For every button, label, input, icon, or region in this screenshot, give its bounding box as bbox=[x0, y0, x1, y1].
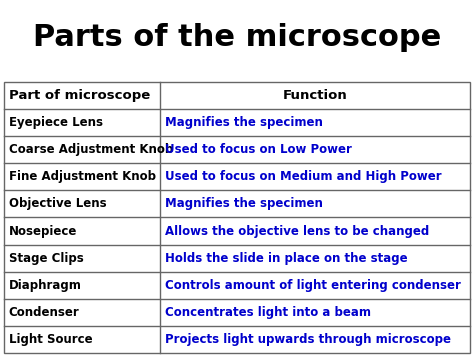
Text: Light Source: Light Source bbox=[9, 333, 92, 346]
Text: Used to focus on Medium and High Power: Used to focus on Medium and High Power bbox=[165, 170, 441, 183]
Text: Condenser: Condenser bbox=[9, 306, 79, 319]
Text: Parts of the microscope: Parts of the microscope bbox=[33, 23, 441, 52]
Text: Holds the slide in place on the stage: Holds the slide in place on the stage bbox=[165, 252, 408, 265]
Text: Allows the objective lens to be changed: Allows the objective lens to be changed bbox=[165, 224, 429, 237]
Text: Diaphragm: Diaphragm bbox=[9, 279, 82, 292]
Text: Objective Lens: Objective Lens bbox=[9, 197, 106, 211]
Text: Magnifies the specimen: Magnifies the specimen bbox=[165, 116, 323, 129]
Text: Controls amount of light entering condenser: Controls amount of light entering conden… bbox=[165, 279, 461, 292]
Text: Projects light upwards through microscope: Projects light upwards through microscop… bbox=[165, 333, 451, 346]
Text: Coarse Adjustment Knob: Coarse Adjustment Knob bbox=[9, 143, 173, 156]
Bar bbox=[4, 82, 470, 353]
Text: Function: Function bbox=[283, 89, 347, 102]
Text: Eyepiece Lens: Eyepiece Lens bbox=[9, 116, 102, 129]
Text: Fine Adjustment Knob: Fine Adjustment Knob bbox=[9, 170, 155, 183]
Text: Part of microscope: Part of microscope bbox=[9, 89, 150, 102]
Text: Nosepiece: Nosepiece bbox=[9, 224, 77, 237]
Text: Concentrates light into a beam: Concentrates light into a beam bbox=[165, 306, 371, 319]
Text: Magnifies the specimen: Magnifies the specimen bbox=[165, 197, 323, 211]
Text: Stage Clips: Stage Clips bbox=[9, 252, 83, 265]
Text: Used to focus on Low Power: Used to focus on Low Power bbox=[165, 143, 352, 156]
